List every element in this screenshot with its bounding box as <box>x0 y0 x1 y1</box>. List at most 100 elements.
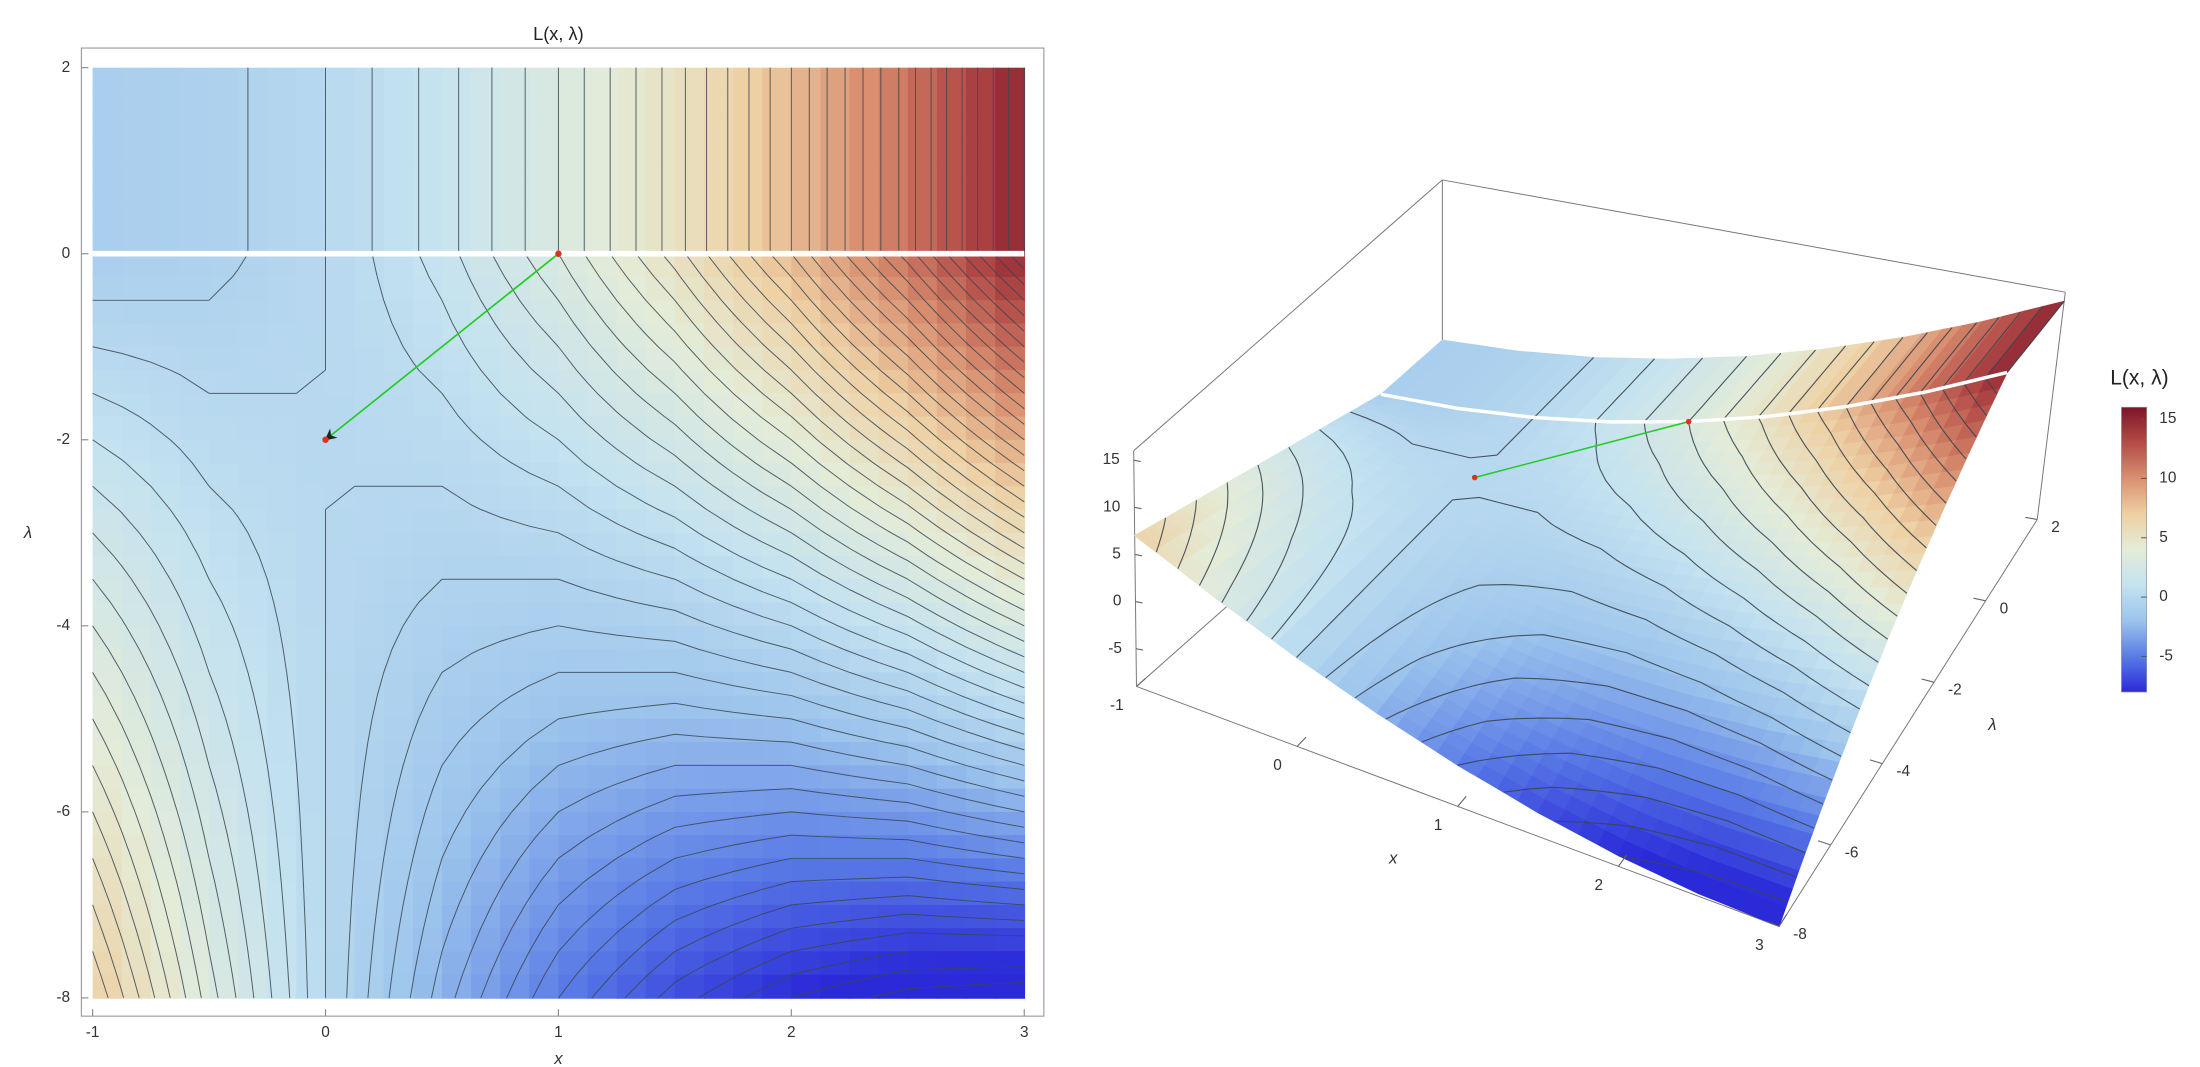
contour-line <box>92 67 1025 998</box>
heat-cell <box>966 114 996 139</box>
heat-cell <box>238 276 269 302</box>
heat-cell <box>471 207 502 232</box>
heat-cell <box>121 207 152 232</box>
heat-cell <box>238 439 269 464</box>
x-tick-label: 3 <box>1020 1024 1029 1041</box>
heat-cell <box>703 718 734 743</box>
heat-cell <box>325 439 356 464</box>
colorbar-tick-label: 5 <box>2159 529 2168 546</box>
heat-cell <box>703 928 734 953</box>
heat-cell <box>936 509 967 534</box>
heat-cell <box>150 904 181 929</box>
heat-cell <box>645 300 676 325</box>
contour-line <box>92 67 1025 999</box>
heat-cell <box>966 672 996 697</box>
contour-line <box>1008 67 1025 270</box>
heat-cell <box>179 602 210 627</box>
heat-cell <box>441 300 472 325</box>
heat-cell <box>238 323 269 348</box>
contour-line <box>92 67 1025 998</box>
heat-cell <box>558 230 589 255</box>
heat-cell <box>966 811 996 836</box>
heat-cell <box>267 695 298 720</box>
heat-cell <box>179 858 210 883</box>
heat-cell <box>296 90 327 116</box>
heat-cell <box>209 835 240 860</box>
heat-cell <box>92 881 123 906</box>
heat-cell <box>92 509 123 534</box>
heat-cell <box>703 742 734 767</box>
heat-cell <box>92 253 123 278</box>
heat-cell <box>354 579 385 604</box>
heat-cell <box>966 463 996 488</box>
contours <box>92 67 1025 999</box>
heat-cell <box>616 160 647 185</box>
heat-cell <box>995 486 1026 511</box>
heat-cell <box>383 904 414 929</box>
surface-contours <box>1155 300 2065 903</box>
heat-cell <box>878 276 909 302</box>
heat-cell <box>92 230 123 255</box>
heat-cell <box>267 835 298 860</box>
heat-cell <box>267 370 298 395</box>
heat-cell <box>529 300 560 325</box>
heat-cell <box>121 370 152 395</box>
heat-cell <box>412 742 443 767</box>
heat-cell <box>995 579 1026 604</box>
heat-cell <box>733 695 764 720</box>
heat-cell <box>500 695 531 720</box>
heat-cell <box>121 276 152 302</box>
heat-cell <box>383 160 414 185</box>
heat-cell <box>471 649 502 674</box>
surface-contour-line <box>1457 752 1815 829</box>
heat-cell <box>209 649 240 674</box>
heat-cell <box>616 90 647 116</box>
surface-contour-line <box>1246 357 1879 663</box>
contour-line <box>92 67 1025 999</box>
heat-cell <box>558 532 589 557</box>
heat-cell <box>354 858 385 883</box>
heat-cell <box>645 788 676 813</box>
heat-cell <box>209 625 240 650</box>
heat-cell <box>150 416 181 441</box>
heat-cell <box>791 974 822 999</box>
heat-cell <box>878 253 909 278</box>
z-tick-3d <box>1134 506 1142 510</box>
heat-cell <box>878 881 909 906</box>
heat-cell <box>179 137 210 162</box>
heat-cell <box>645 207 676 232</box>
z-tick-3d <box>1135 601 1143 604</box>
heat-cell <box>471 602 502 627</box>
heat-cell <box>966 207 996 232</box>
heat-cell <box>441 67 472 92</box>
heat-cell <box>762 556 793 581</box>
heat-cell <box>966 90 996 116</box>
heat-cell <box>878 951 909 976</box>
heat-cell <box>325 788 356 813</box>
heat-cell <box>966 625 996 650</box>
heat-cell <box>325 811 356 836</box>
heat-cell <box>238 765 269 790</box>
heat-cell <box>936 439 967 464</box>
heat-cell <box>820 928 851 953</box>
heat-cell <box>325 114 356 139</box>
heat-cell <box>616 788 647 813</box>
heat-cell <box>791 230 822 255</box>
heat-cell <box>907 276 938 302</box>
heat-cell <box>674 974 705 999</box>
heat-cell <box>791 904 822 929</box>
heat-cell <box>995 881 1026 906</box>
heat-cell <box>500 323 531 348</box>
heat-cell <box>325 718 356 743</box>
heat-cell <box>92 416 123 441</box>
heat-cell <box>762 718 793 743</box>
y-tick-label-3d: -8 <box>1793 926 1807 943</box>
z-tick-label-3d: 0 <box>1113 593 1122 610</box>
heat-cell <box>500 835 531 860</box>
heat-cell <box>762 532 793 557</box>
heat-cell <box>238 393 269 418</box>
heat-cell <box>121 323 152 348</box>
contour-line <box>769 67 1025 487</box>
heat-cell <box>529 718 560 743</box>
heat-cell <box>733 765 764 790</box>
